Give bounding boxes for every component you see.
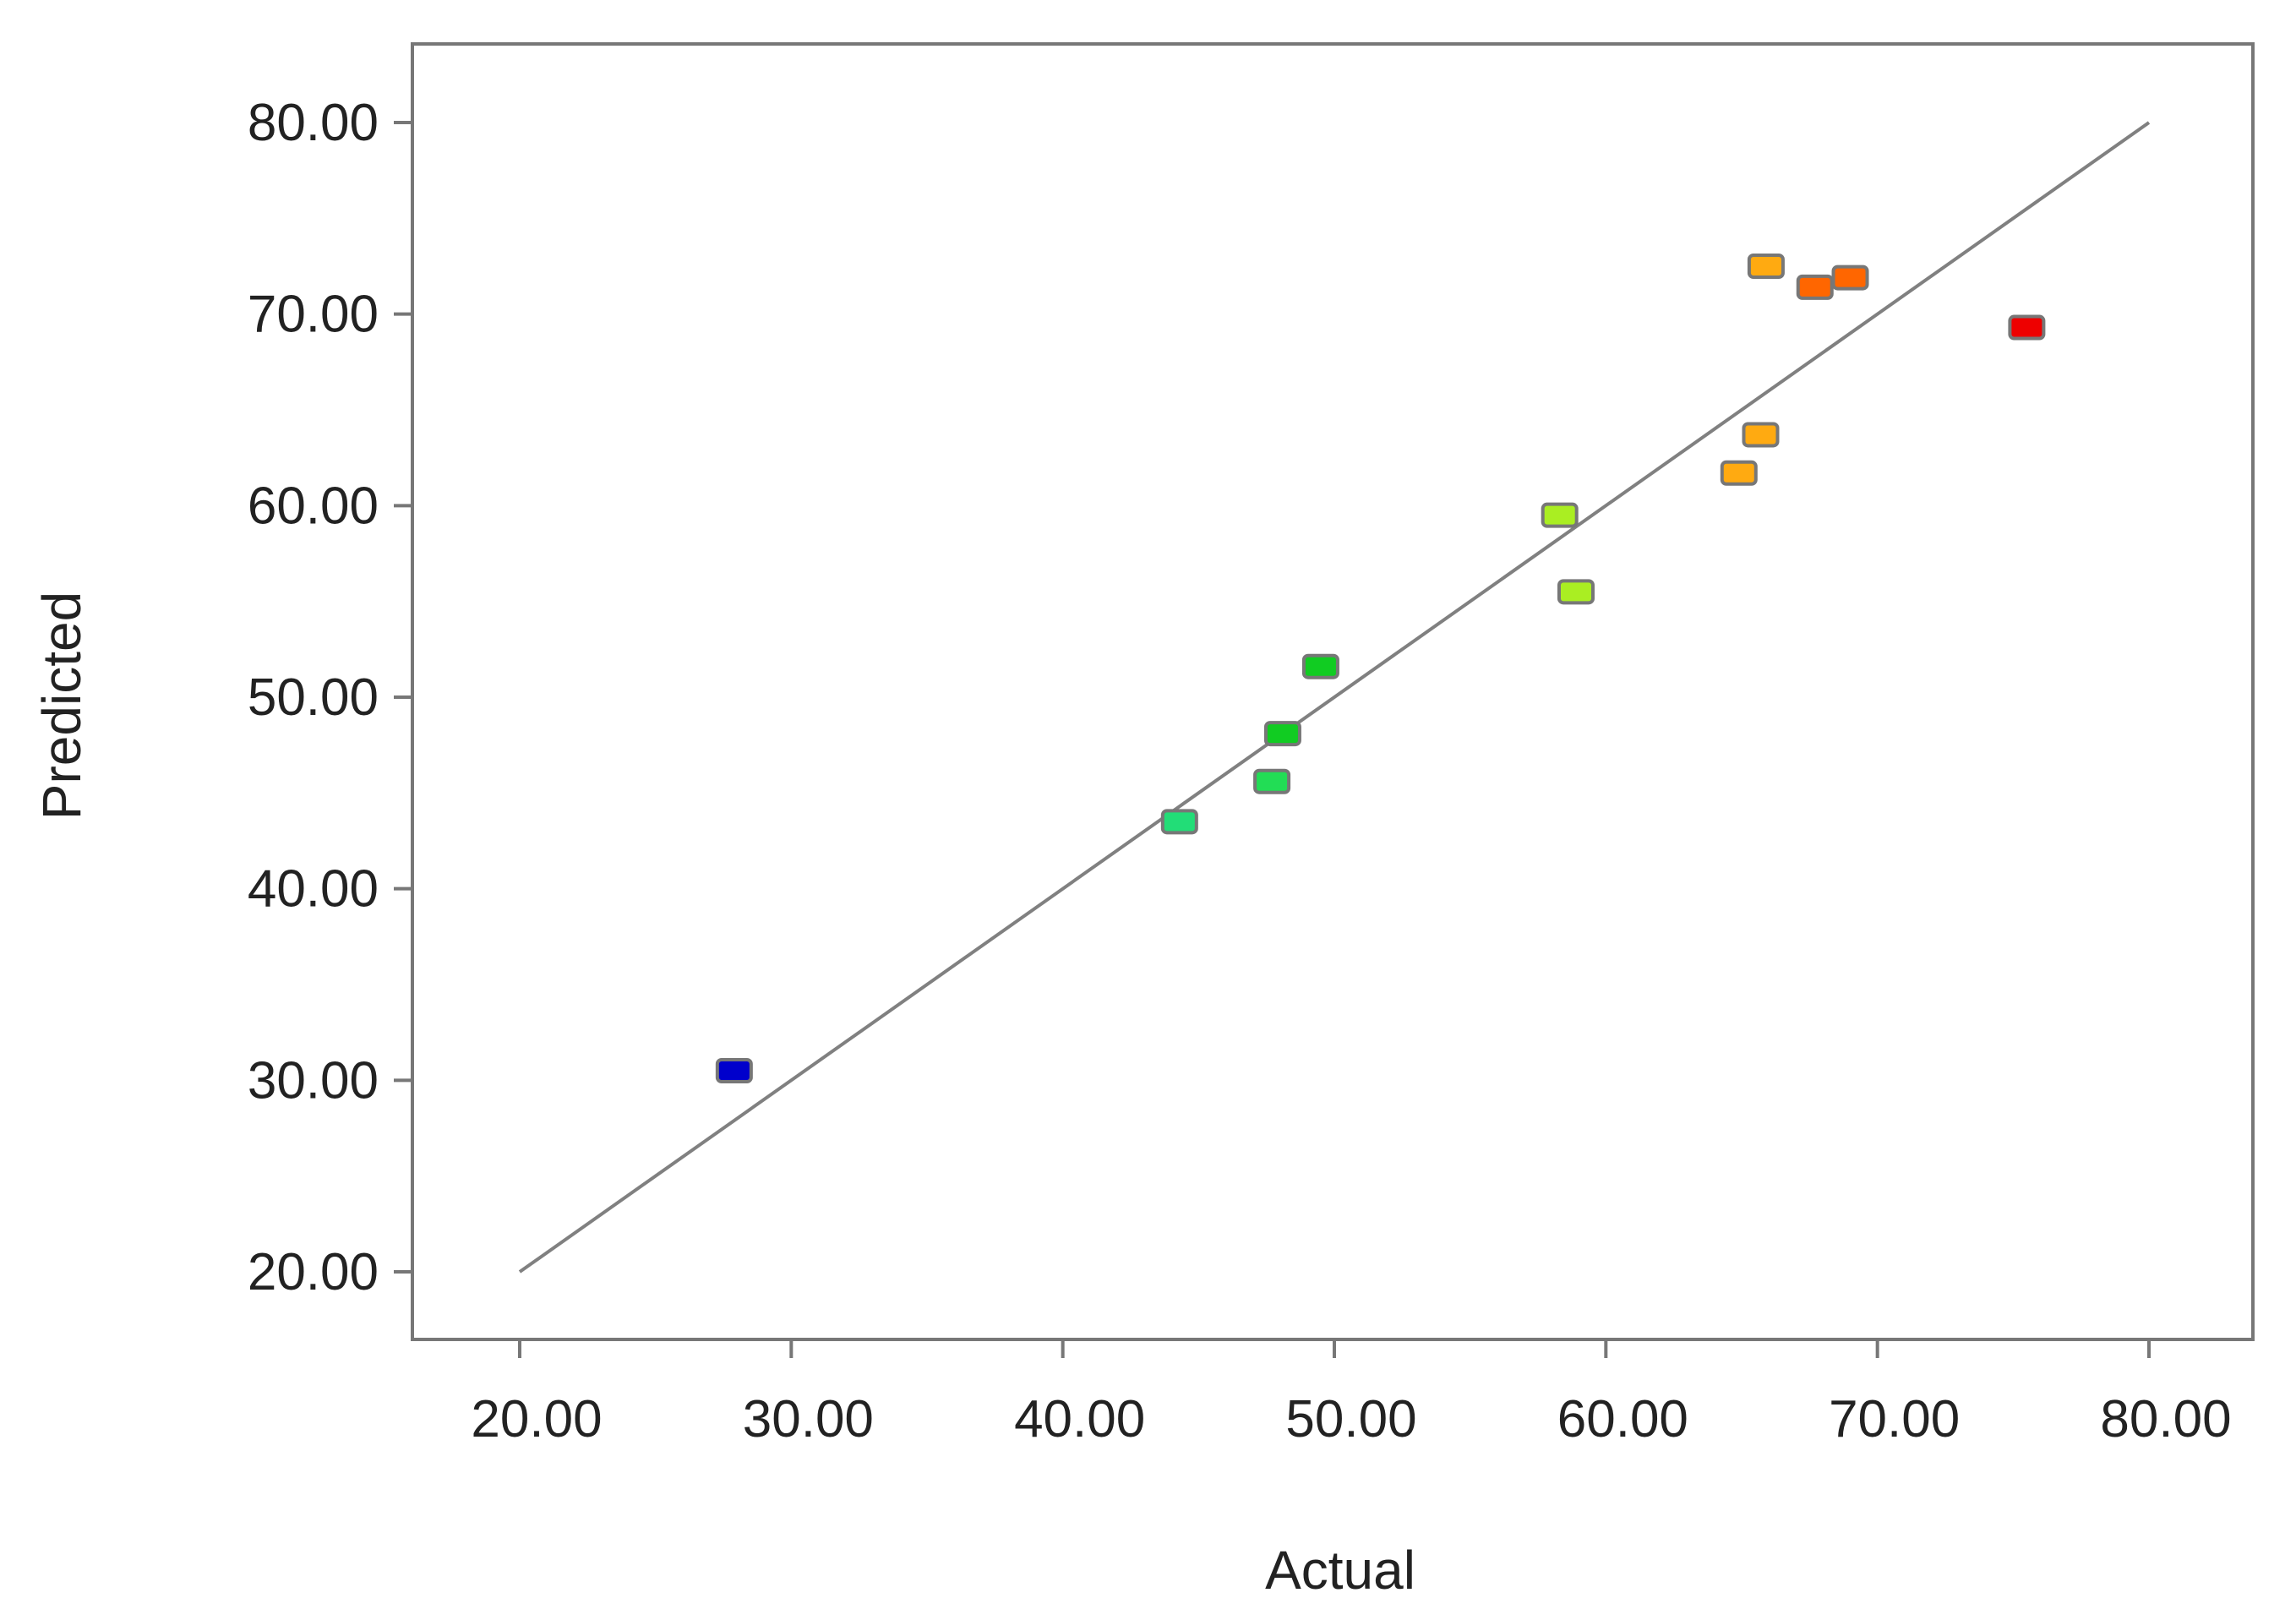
- data-point: [1831, 265, 1869, 291]
- reference-line-group: [518, 121, 2151, 1274]
- data-point: [1253, 768, 1291, 794]
- y-tick-label: 80.00: [248, 94, 379, 152]
- y-tick-label: 20.00: [248, 1243, 379, 1301]
- x-tick-label: 70.00: [1829, 1390, 1960, 1448]
- x-tick-label: 80.00: [2100, 1390, 2231, 1448]
- data-point: [1301, 653, 1339, 679]
- data-point: [1160, 809, 1198, 835]
- data-point: [1557, 579, 1595, 605]
- x-axis-title: Actual: [1265, 1540, 1415, 1601]
- y-axis-title: Predicted: [31, 592, 92, 820]
- x-tick-label: 50.00: [1285, 1390, 1416, 1448]
- x-tick-label: 30.00: [743, 1390, 874, 1448]
- y-tick-label: 40.00: [248, 860, 379, 919]
- data-point: [1720, 460, 1758, 486]
- data-point: [1796, 274, 1834, 300]
- x-tick-label: 20.00: [471, 1390, 602, 1448]
- y-tick-label: 50.00: [248, 668, 379, 727]
- x-tick-label: 60.00: [1557, 1390, 1688, 1448]
- x-tick-label: 40.00: [1014, 1390, 1145, 1448]
- data-point: [2008, 314, 2046, 341]
- data-point: [1742, 422, 1780, 448]
- data-point: [1263, 721, 1301, 747]
- y-axis: 20.00 30.00 40.00 50.00 60.00 70.00 80.00: [248, 94, 412, 1301]
- data-point: [1541, 502, 1579, 528]
- plot-frame: [411, 42, 2255, 1341]
- reference-line: [518, 121, 2151, 1274]
- y-tick-label: 30.00: [248, 1051, 379, 1110]
- data-points: [715, 254, 2046, 1083]
- x-axis: 20.00 30.00 40.00 50.00 60.00 70.00 80.00: [471, 1339, 2232, 1448]
- y-tick-label: 60.00: [248, 477, 379, 535]
- data-point: [715, 1058, 753, 1083]
- y-tick-label: 70.00: [248, 286, 379, 344]
- data-point: [1747, 254, 1785, 279]
